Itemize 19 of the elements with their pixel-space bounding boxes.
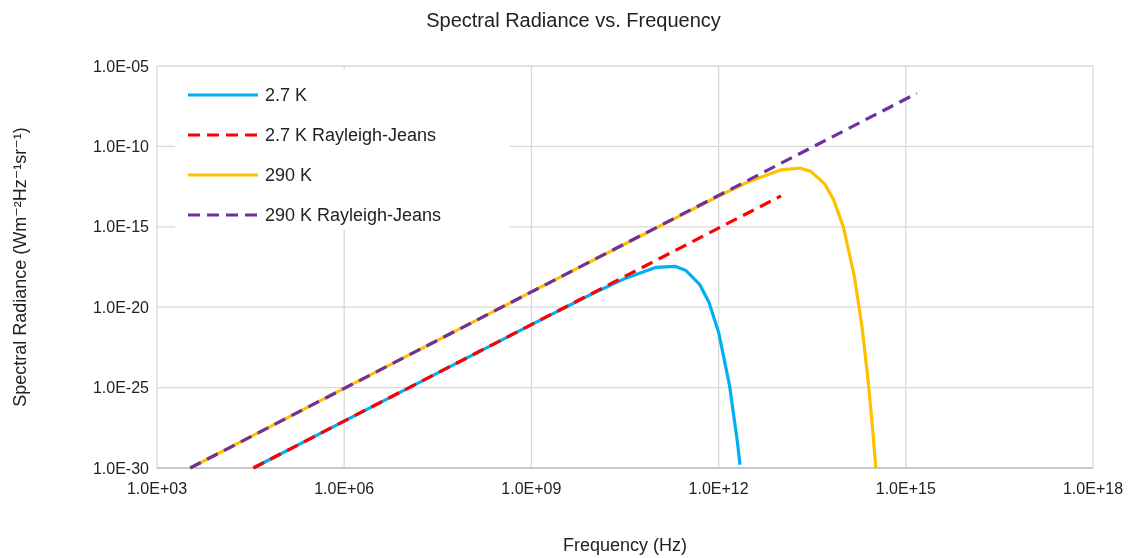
legend-label: 2.7 K xyxy=(265,85,308,106)
chart-title: Spectral Radiance vs. Frequency xyxy=(426,9,721,31)
y-axis-title: Spectral Radiance (Wm⁻²Hz⁻¹sr⁻¹) xyxy=(10,127,30,407)
x-tick-label: 1.0E+03 xyxy=(126,480,188,497)
x-tick-label: 1.0E+12 xyxy=(688,480,749,497)
x-tick-label: 1.0E+06 xyxy=(314,480,375,497)
y-tick-label: 1.0E-10 xyxy=(92,138,150,155)
x-tick-label: 1.0E+15 xyxy=(875,480,936,497)
legend-label: 2.7 K Rayleigh-Jeans xyxy=(265,125,437,146)
x-tick-label: 1.0E+09 xyxy=(501,480,562,497)
y-tick-label: 1.0E-05 xyxy=(92,57,150,75)
x-tick-label: 1.0E+18 xyxy=(1062,480,1124,497)
y-tick-label: 1.0E-30 xyxy=(92,459,150,477)
legend-label: 290 K xyxy=(265,165,313,186)
legend-label: 290 K Rayleigh-Jeans xyxy=(265,205,442,226)
y-tick-label: 1.0E-15 xyxy=(92,218,150,236)
y-tick-label: 1.0E-20 xyxy=(92,298,150,316)
y-tick-label: 1.0E-25 xyxy=(92,379,150,397)
x-axis-title: Frequency (Hz) xyxy=(562,535,688,555)
